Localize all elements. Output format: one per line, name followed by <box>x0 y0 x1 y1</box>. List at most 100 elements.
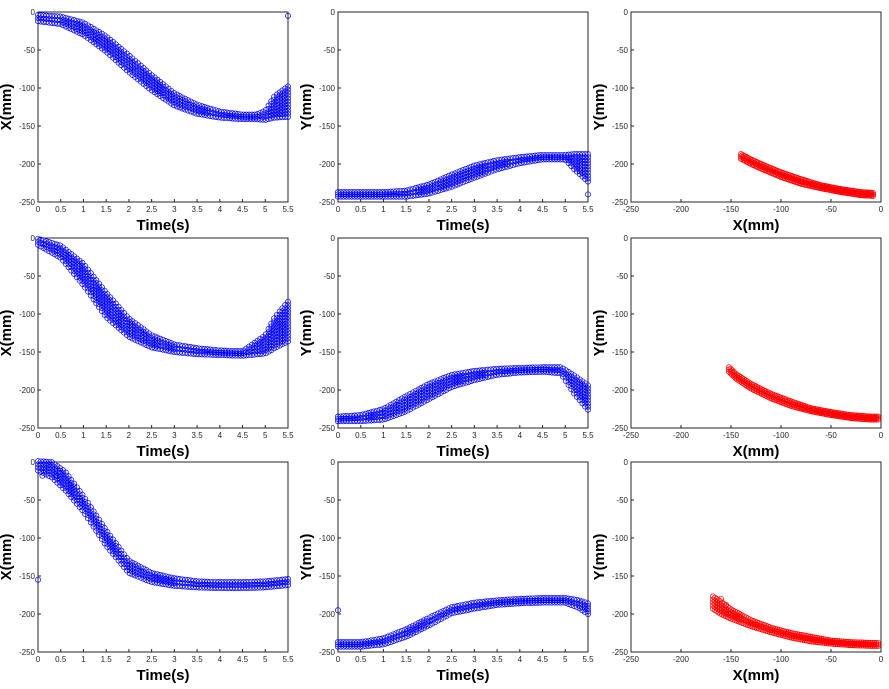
data-point <box>585 394 591 401</box>
data-point <box>65 15 72 22</box>
data-point <box>54 466 61 473</box>
data-point <box>493 166 500 173</box>
x-tick-label: 1.5 <box>101 655 113 664</box>
data-point <box>385 403 391 410</box>
data-point <box>185 97 191 104</box>
data-point <box>121 554 128 561</box>
x-tick-label: 2 <box>127 431 132 440</box>
x-axis-label: Time(s) <box>436 443 489 460</box>
data-point <box>737 374 744 381</box>
data-point <box>426 190 433 197</box>
data-point <box>512 161 519 168</box>
x-tick-label: 4 <box>218 431 223 440</box>
y-tick-label: -250 <box>612 648 629 657</box>
x-tick-label: 5 <box>263 655 268 664</box>
data-point <box>721 603 727 610</box>
data-point <box>407 397 414 403</box>
y-axis-label: Y(mm) <box>298 534 315 581</box>
y-tick-label: -250 <box>612 424 629 433</box>
data-point <box>173 341 180 348</box>
data-point <box>104 532 111 539</box>
data-point <box>387 639 394 645</box>
x-tick-label: 5 <box>563 431 568 440</box>
data-point <box>171 90 178 97</box>
data-point <box>176 342 183 349</box>
subplot-4: 0 0.5 1 1.5 2 2.5 3 3.5 4 4.5 5 5.5 0 -50 -100 -150 -200… <box>0 234 294 460</box>
data-point <box>35 235 41 242</box>
x-tick-label: 5 <box>263 431 268 440</box>
y-tick-label: 0 <box>331 8 336 17</box>
outlier-point <box>39 472 46 479</box>
x-tick-label: -100 <box>773 205 790 214</box>
x-tick-label: 5.5 <box>282 655 294 664</box>
data-point <box>137 336 144 343</box>
x-axis-label: X(mm) <box>733 443 780 460</box>
data-points <box>335 364 591 425</box>
x-tick-label: 1 <box>81 655 86 664</box>
data-point <box>137 333 144 340</box>
data-point <box>418 618 425 625</box>
data-point <box>104 529 111 536</box>
data-point <box>810 638 817 645</box>
data-point <box>385 639 391 646</box>
x-tick-label: -150 <box>723 205 740 214</box>
data-point <box>271 345 278 352</box>
data-point <box>510 162 516 169</box>
data-point <box>390 638 397 644</box>
data-point <box>404 395 411 402</box>
x-tick-label: 3 <box>172 655 177 664</box>
data-point <box>385 406 391 413</box>
subplot-9: -250 -200 -150 -100 -50 0 0 -50 -100 -150 -200 -250… <box>591 458 884 684</box>
data-point <box>132 572 139 579</box>
data-point <box>62 472 69 479</box>
data-point <box>585 603 591 609</box>
data-point <box>585 388 591 395</box>
outlier-point <box>335 607 341 614</box>
y-tick-label: -250 <box>612 198 629 207</box>
data-point <box>435 177 441 184</box>
data-point <box>410 395 416 402</box>
data-point <box>446 385 453 392</box>
data-point <box>285 98 291 105</box>
data-point <box>875 415 881 422</box>
data-point <box>585 400 591 407</box>
data-point <box>418 388 425 394</box>
data-point <box>179 94 186 101</box>
data-point <box>471 377 478 384</box>
data-point <box>132 569 139 576</box>
x-tick-label: 2.5 <box>446 655 458 664</box>
data-point <box>212 107 219 114</box>
y-tick-label: -150 <box>319 122 336 131</box>
subplot-7: 0 0.5 1 1.5 2 2.5 3 3.5 4 4.5 5 5.5 0 -50 -100 -150 -200… <box>0 458 294 684</box>
data-point <box>382 407 389 414</box>
data-point <box>385 415 391 421</box>
y-tick-label: -150 <box>319 572 336 581</box>
y-tick-label: 0 <box>624 8 629 17</box>
data-point <box>285 104 291 111</box>
y-axis-label: Y(mm) <box>591 84 608 131</box>
data-point <box>407 406 414 413</box>
data-point <box>43 238 50 245</box>
y-tick-label: -200 <box>319 610 336 619</box>
y-tick-label: -250 <box>19 198 36 207</box>
data-point <box>404 392 411 399</box>
x-tick-label: 4.5 <box>237 205 249 214</box>
data-point <box>85 500 91 506</box>
x-tick-label: 0 <box>879 205 884 214</box>
data-point <box>193 101 200 108</box>
x-axis-label: Time(s) <box>436 667 489 684</box>
data-point <box>462 178 469 185</box>
x-tick-label: 2.5 <box>146 205 158 214</box>
x-tick-label: 2.5 <box>146 431 158 440</box>
x-axis-label: X(mm) <box>733 217 780 234</box>
data-point <box>821 639 828 646</box>
x-tick-label: -250 <box>623 431 640 440</box>
x-tick-label: 2.5 <box>446 431 458 440</box>
data-point <box>585 403 591 410</box>
data-point <box>585 157 591 164</box>
data-point <box>487 373 494 380</box>
x-tick-label: 0 <box>879 655 884 664</box>
outlier-point <box>723 601 729 608</box>
y-tick-label: -150 <box>612 572 629 581</box>
data-point <box>421 383 428 390</box>
